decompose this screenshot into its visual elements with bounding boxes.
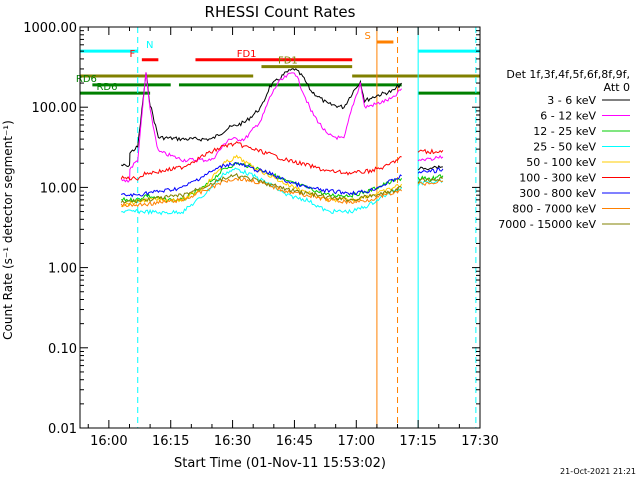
legend-entry-label: 300 - 800 keV — [519, 187, 596, 200]
legend-entry-label: 7000 - 15000 keV — [498, 218, 596, 231]
y-tick-label: 10.00 — [40, 181, 77, 196]
series-segment — [417, 154, 444, 162]
legend-entry-label: 25 - 50 keV — [533, 141, 596, 154]
flag-bar-label: FD1 — [278, 56, 298, 67]
y-tick-label: 100.00 — [32, 101, 78, 116]
series-segment — [417, 177, 444, 184]
series-lines — [120, 68, 444, 216]
legend: Det 1f,3f,4f,5f,6f,8f,9f,Att 0 3 - 6 keV 6… — [498, 68, 630, 231]
series-line — [121, 68, 402, 168]
y-tick-label: 0.10 — [48, 342, 77, 357]
x-tick-label: 17:30 — [461, 434, 498, 449]
legend-header: Det 1f,3f,4f,5f,6f,8f,9f, — [506, 68, 630, 81]
flag-bar-label: RD6 — [96, 82, 117, 93]
x-tick-label: 16:00 — [90, 434, 127, 449]
legend-entry-label: 6 - 12 keV — [540, 110, 596, 123]
series-line — [121, 161, 402, 198]
x-tick-label: 16:45 — [276, 434, 313, 449]
series-segment — [417, 174, 444, 182]
series-line — [120, 175, 402, 208]
series-segment — [417, 165, 443, 171]
legend-entry-label: 50 - 100 keV — [526, 156, 596, 169]
flag-bar-label: FD1 — [237, 49, 257, 60]
timestamp: 21-Oct-2021 21:21 — [560, 467, 636, 476]
series-segment — [417, 148, 444, 155]
flag-bar-label: S — [365, 31, 371, 42]
x-tick-label: 16:15 — [152, 434, 189, 449]
x-axis-label: Start Time (01-Nov-11 15:53:02) — [174, 456, 386, 471]
legend-header: Att 0 — [604, 81, 630, 94]
series-line — [120, 72, 402, 183]
series-line — [120, 141, 402, 181]
legend-entry-label: 3 - 6 keV — [547, 94, 596, 107]
flag-bar-label: RD6 — [76, 74, 97, 85]
legend-entry-label: 800 - 7000 keV — [512, 203, 596, 216]
y-tick-label: 1000.00 — [23, 21, 77, 36]
y-axis-label: Count Rate (s⁻¹ detector segment⁻¹) — [1, 120, 15, 340]
series-line — [121, 167, 403, 216]
legend-entry-label: 12 - 25 keV — [533, 125, 596, 138]
axes: 0.01 0.10 1.00 10.00 100.00 1000.00 16:00 16:15… — [23, 21, 499, 449]
y-tick-label: 0.01 — [48, 422, 77, 437]
x-tick-label: 16:30 — [214, 434, 251, 449]
y-tick-label: 1.00 — [48, 262, 77, 277]
x-tick-label: 17:00 — [338, 434, 375, 449]
x-tick-label: 17:15 — [399, 434, 436, 449]
chart-title: RHESSI Count Rates — [205, 3, 356, 21]
series-segment — [417, 167, 444, 174]
legend-entry-label: 100 - 300 keV — [519, 172, 596, 185]
flag-bar-label: N — [146, 40, 153, 51]
plot-frame — [79, 26, 481, 429]
flag-bar-label: F — [129, 49, 135, 60]
series-line — [120, 172, 402, 204]
